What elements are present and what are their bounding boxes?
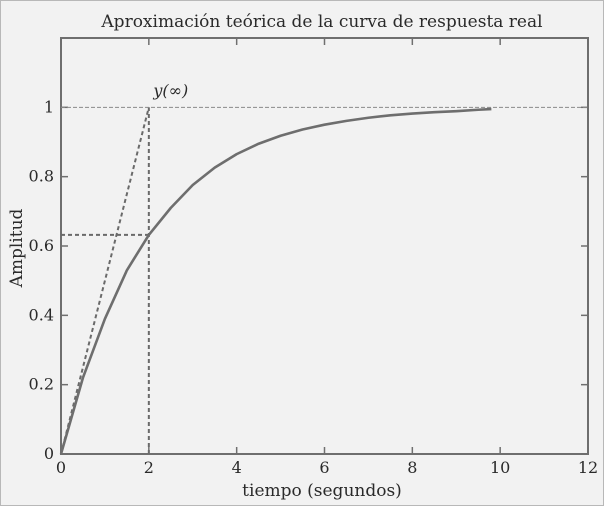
reference-lines [60,106,588,455]
y-tick-label: 0.2 [29,375,54,394]
y-tick-label: 0.8 [29,167,54,186]
x-tick-label: 2 [144,458,154,477]
y-tick-label: 0.6 [29,236,54,255]
series-layer [59,107,492,455]
x-tick-label: 10 [490,458,510,477]
x-tick-label: 4 [232,458,242,477]
annotations: y(∞) [152,81,188,100]
y-tick-label: 1 [44,97,54,116]
tick-labels: 0 2 4 6 8 10 12 0 0.2 0.4 0.6 0.8 1 [29,97,599,477]
reference-line-tangent [60,107,150,455]
x-tick-label: 0 [56,458,66,477]
series-line-response [59,107,492,455]
annotation-label: y(∞) [152,81,188,100]
chart-title: Aproximación teórica de la curva de resp… [100,12,542,32]
x-tick-label: 6 [319,458,329,477]
y-tick-label: 0.4 [29,305,54,324]
y-axis-label: Amplitud [7,208,27,288]
plot-area [60,37,589,455]
x-tick-label: 12 [578,458,598,477]
y-tick-label: 0 [44,444,54,463]
x-tick-label: 8 [407,458,417,477]
x-axis-label: tiempo (segundos) [242,481,402,501]
